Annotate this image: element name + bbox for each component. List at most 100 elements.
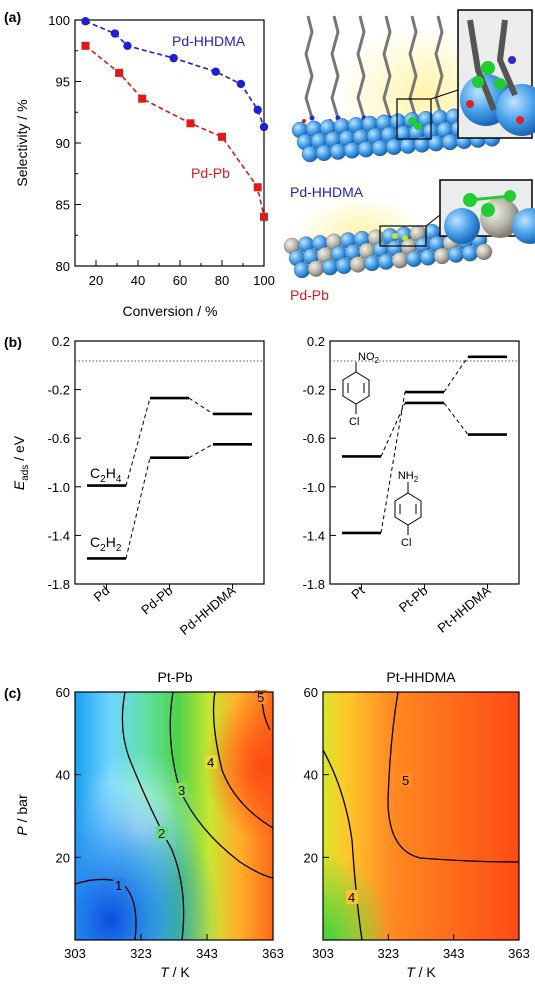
contour-label: 4	[207, 755, 214, 770]
y-tick-label: 95	[56, 75, 70, 90]
y-tick-label: -0.6	[48, 431, 70, 446]
y-tick-label: -1.4	[48, 528, 70, 543]
y-tick-label: -0.6	[303, 431, 325, 446]
alkyl-chain	[330, 15, 340, 119]
data-point	[138, 94, 147, 103]
y-tick-label: 40	[304, 768, 318, 783]
x-tick-label: 303	[312, 946, 334, 961]
y-tick-label: -0.2	[48, 383, 70, 398]
zoom-box-bottom	[379, 225, 427, 247]
molecule-nitrochlorobenzene	[342, 362, 370, 414]
pd-atom	[371, 139, 389, 157]
contour-labels-pt-pb: 1 2 3 4 5	[113, 690, 267, 893]
data-point	[81, 41, 90, 50]
data-point	[253, 105, 262, 114]
surface-illustration: Pd-HHDMA Pd-Pb	[283, 9, 535, 303]
label-c2h4: C2H4	[90, 465, 122, 485]
amine-group-label: NH2	[398, 470, 419, 484]
pd-atom	[385, 138, 403, 156]
panel-label-c: (c)	[4, 685, 21, 701]
y-tick-label: 0.2	[307, 334, 325, 349]
y-tick-label: -0.2	[303, 383, 325, 398]
pd-atom	[315, 144, 333, 162]
alkyl-chain	[304, 15, 314, 119]
x-tick-label: 323	[130, 946, 152, 961]
y-tick-label: 100	[48, 13, 70, 28]
y-tick-label: 20	[56, 850, 70, 865]
chloro-label-bottom: Cl	[401, 537, 411, 549]
illustration-label-pd-hhdma: Pd-HHDMA	[290, 184, 364, 200]
data-point	[81, 17, 90, 26]
contour-label: 2	[158, 826, 165, 841]
illustration-label-pd-pb: Pd-Pb	[290, 287, 329, 303]
zoom-line-bottom	[425, 214, 441, 227]
pd-atom	[335, 257, 353, 274]
pb-atom	[433, 247, 451, 265]
data-point	[211, 67, 220, 76]
molecule-chloroaniline	[394, 482, 422, 535]
label-c2h2: C2H2	[90, 534, 122, 554]
chart-c-left: Pt-Pb 1 2 3 4 5 303 323 343 363	[14, 669, 284, 980]
pd-atom	[293, 261, 311, 279]
chart-a-ylabel: Selectivity / %	[14, 99, 30, 186]
chart-c-right-title: Pt-HHDMA	[386, 669, 456, 685]
x-tick-label: Pt-HHDMA	[435, 583, 494, 636]
y-tick-label: 90	[56, 136, 70, 151]
data-point	[186, 119, 195, 128]
energy-connector	[125, 397, 151, 486]
pb-atom	[307, 260, 325, 277]
x-tick-label: Pd	[91, 583, 113, 605]
x-tick-label: Pd-Pb	[138, 583, 175, 618]
y-tick-label: 0.2	[52, 334, 70, 349]
x-tick-label: 80	[215, 273, 229, 288]
energy-connector	[188, 443, 214, 459]
pd-atom	[447, 246, 465, 263]
data-point	[123, 41, 132, 51]
pd-atom	[427, 134, 445, 152]
panel-label-b: (b)	[4, 334, 22, 350]
x-tick-label: 40	[131, 273, 145, 288]
x-tick-label: 343	[196, 946, 218, 961]
data-point	[169, 53, 178, 63]
pd-atom	[343, 142, 361, 159]
energy-connector	[380, 402, 406, 457]
data-point	[253, 183, 262, 192]
pd-atom	[363, 254, 381, 272]
heatmap-pt-pb	[75, 692, 273, 940]
contour-label: 5	[402, 773, 409, 788]
pb-atom	[391, 252, 409, 269]
x-tick-label: Pt-Pb	[396, 583, 431, 615]
y-tick-label: 80	[56, 259, 70, 274]
zoom-box-top	[396, 98, 432, 140]
y-tick-label: -1.4	[303, 528, 325, 543]
y-tick-label: -1.8	[48, 577, 70, 592]
y-tick-label: -1.0	[303, 480, 325, 495]
series-label-pd-hhdma: Pd-HHDMA	[172, 33, 246, 49]
x-tick-label: 20	[89, 273, 103, 288]
x-tick-label: 343	[443, 946, 465, 961]
contours-pt-hhdma	[322, 691, 520, 941]
pd-atom	[329, 143, 347, 160]
x-tick-label: 60	[173, 273, 187, 288]
energy-connector	[380, 391, 406, 534]
inset-top	[457, 9, 535, 139]
series-label-pd-pb: Pd-Pb	[191, 165, 230, 181]
pd-atom	[399, 137, 417, 154]
chart-c-left-title: Pt-Pb	[157, 669, 192, 685]
pb-atom	[475, 243, 493, 260]
inset-bottom	[439, 179, 535, 244]
chart-b-ylabel: Eads / eV	[11, 435, 31, 490]
data-point	[110, 29, 120, 38]
chart-c-right: Pt-HHDMA 4 5 303 323 343 363 20 40 60 T / K	[304, 669, 530, 980]
x-tick-label: 100	[253, 273, 275, 288]
energy-connector	[443, 356, 469, 393]
alkyl-chain	[356, 15, 366, 119]
panel-label-a: (a)	[4, 9, 21, 25]
zoom-line-top	[430, 89, 459, 100]
y-tick-label: -1.0	[48, 480, 70, 495]
oxygen-atom	[302, 119, 306, 123]
pd-atom	[405, 250, 423, 267]
pd-atom	[377, 253, 395, 270]
contour-label: 5	[257, 690, 264, 705]
pd-atom	[461, 245, 479, 262]
